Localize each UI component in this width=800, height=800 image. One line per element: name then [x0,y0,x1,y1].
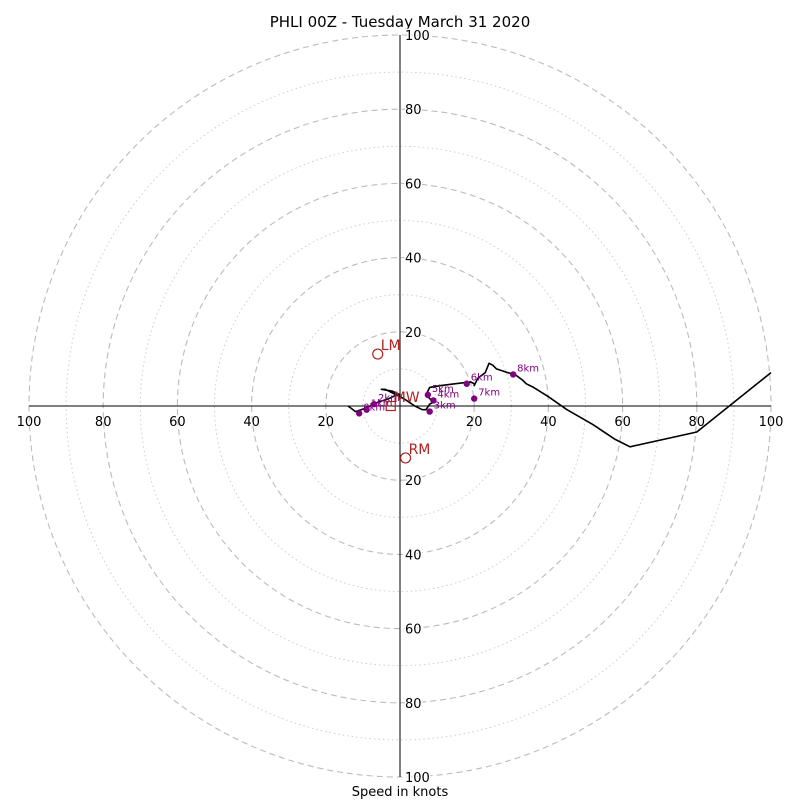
storm-motion-marker-LM [372,348,384,360]
y-tick-label-top-100: 100 [405,29,430,44]
height-label-5km: 5km [432,384,454,395]
height-label-2km: 2km [378,393,400,404]
height-label-7km: 7km [478,388,500,399]
y-tick-label-top-80: 80 [405,103,422,118]
height-point-0km [355,410,363,417]
storm-motions: LM RM MW [372,338,431,464]
height-point-6km [463,380,470,387]
height-point-1km [363,406,370,413]
hodograph-trace-line [347,362,772,448]
storm-motion-label-MW: MW [394,390,420,406]
height-label-6km: 6km [471,373,493,384]
height-label-1km: 1km [371,399,393,410]
tick-labels: 100 100 100 100 80 80 80 80 60 60 60 60 40 40 40 40 20 20… [17,28,784,788]
y-tick-label-top-60: 60 [405,177,422,192]
height-label-4km: 4km [437,389,459,400]
storm-motion-marker-RM [399,452,412,464]
y-tick-label-top-40: 40 [405,252,422,267]
height-point-7km [471,395,478,402]
x-tick-label-right-80: 80 [689,415,706,430]
x-tick-label-right-20: 20 [466,415,483,430]
x-tick-label-left-80: 80 [95,415,112,430]
height-point-4km [430,397,437,404]
x-tick-label-right-100: 100 [759,415,784,430]
chart-title: PHLI 00Z - Tuesday March 31 2020 [270,13,531,31]
x-tick-label-right-60: 60 [614,415,631,430]
x-tick-label-left-40: 40 [243,415,260,430]
height-point-5km [424,391,432,399]
height-label-3km: 3km [434,401,456,412]
y-tick-label-bottom-40: 40 [405,548,422,563]
y-tick-label-bottom-20: 20 [405,474,422,489]
storm-motion-label-LM: LM [381,338,401,354]
y-tick-label-bottom-80: 80 [405,697,422,712]
storm-motion-label-RM: RM [409,442,431,458]
x-tick-label-left-100: 100 [17,415,42,430]
height-point-2km [370,400,378,408]
x-axis-label: Speed in knots [352,785,449,800]
axes [29,35,771,777]
x-tick-label-right-40: 40 [540,415,557,430]
y-tick-label-bottom-100: 100 [405,771,430,786]
y-tick-label-bottom-60: 60 [405,623,422,638]
x-tick-label-left-20: 20 [318,415,335,430]
y-tick-label-top-20: 20 [405,326,422,341]
x-tick-label-left-60: 60 [169,415,186,430]
height-point-8km [509,371,517,378]
height-label-0km: 0km [363,402,385,413]
height-point-3km [426,408,433,415]
height-label-8km: 8km [517,363,539,374]
storm-motion-marker-MW [385,400,396,412]
